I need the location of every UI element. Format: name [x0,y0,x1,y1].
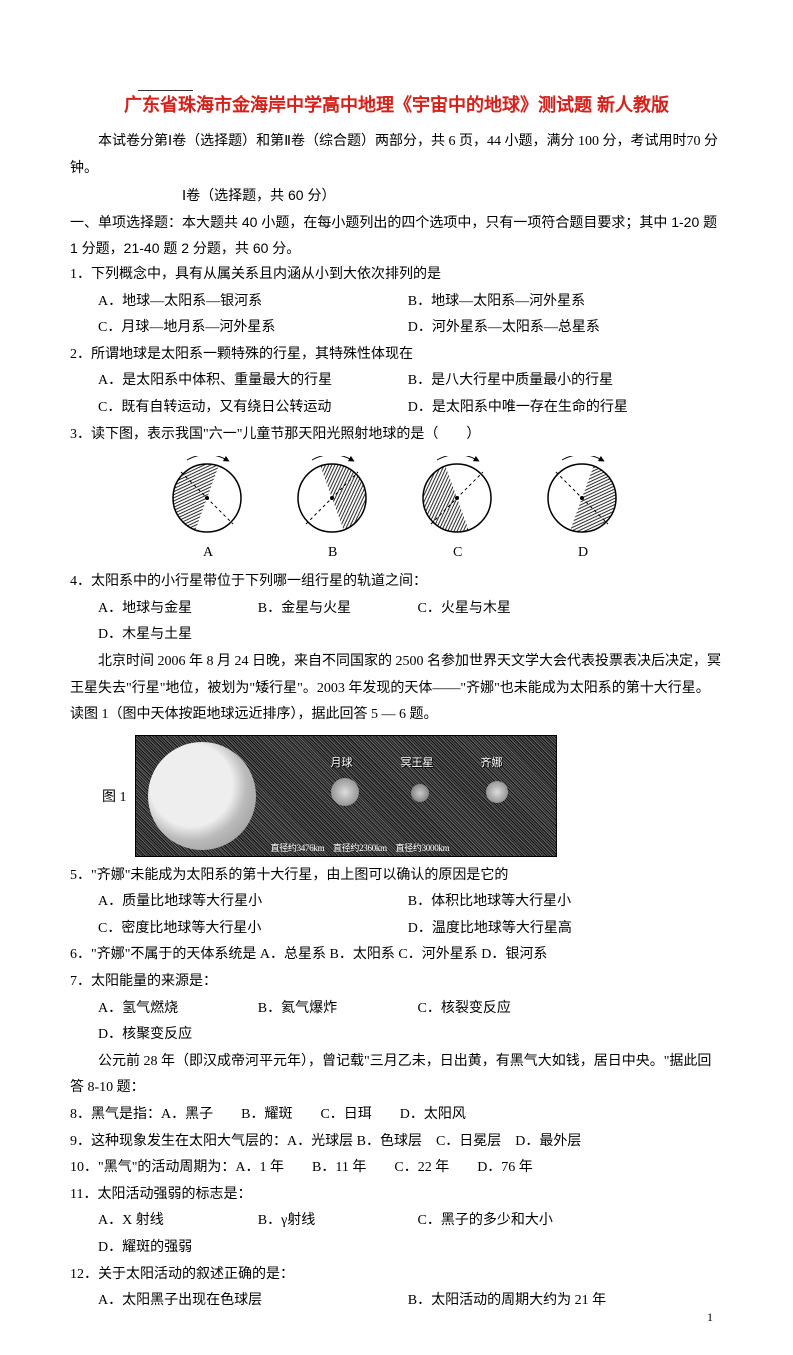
q7-opt-b: B．氦气爆炸 [258,996,414,1023]
q1-opt-a: A．地球—太阳系—银河系 [98,289,404,316]
svg-text:B: B [328,545,337,556]
q11-opt-c: C．黑子的多少和大小 [418,1208,574,1235]
q6-stem: 6．"齐娜"不属于的天体系统是 A．总星系 B．太阳系 C．河外星系 D．银河系 [70,942,723,969]
figure1-l3: 齐娜 [481,754,503,770]
q12-stem: 12．关于太阳活动的叙述正确的是： [70,1262,723,1289]
q5-options: A．质量比地球等大行星小 B．体积比地球等大行星小 C．密度比地球等大行星小 D… [70,889,723,942]
q3-stem: 3．读下图，表示我国"六一"儿童节那天阳光照射地球的是（ ） [70,422,723,449]
figure1-l1: 月球 [331,754,353,770]
figure1-image: 月球 冥王星 齐娜 直径约3476km 直径约2360km 直径约3000km [135,735,557,857]
q1-options: A．地球—太阳系—银河系 B．地球—太阳系—河外星系 C．月球—地月系—河外星系… [70,289,723,342]
q5-opt-c: C．密度比地球等大行星小 [98,916,404,943]
figure1-bottom-text: 直径约3476km 直径约2360km 直径约3000km [271,841,450,854]
q12-opt-b: B．太阳活动的周期大约为 21 年 [408,1288,714,1315]
figure1-l2: 冥王星 [401,754,434,770]
q2-opt-d: D．是太阳系中唯一存在生命的行星 [408,395,714,422]
svg-text:D: D [578,545,588,556]
q2-opt-a: A．是太阳系中体积、重量最大的行星 [98,368,404,395]
q2-options: A．是太阳系中体积、重量最大的行星 B．是八大行星中质量最小的行星 C．既有自转… [70,368,723,421]
q9-stem: 9．这种现象发生在太阳大气层的：A．光球层 B．色球层 C．日冕层 D．最外层 [70,1129,723,1156]
q8-stem: 8．黑气是指：A．黑子 B．耀斑 C．日珥 D．太阳风 [70,1102,723,1129]
q1-opt-d: D．河外星系—太阳系—总星系 [408,315,714,342]
q1-stem: 1．下列概念中，具有从属关系且内涵从小到大依次排列的是 [70,262,723,289]
q5-stem: 5．"齐娜"未能成为太阳系的第十大行星，由上图可以确认的原因是它的 [70,863,723,890]
exam-intro: 本试卷分第Ⅰ卷（选择题）和第Ⅱ卷（综合题）两部分，共 6 页，44 小题，满分 … [70,129,723,182]
q4-options: A．地球与金星 B．金星与火星 C．火星与木星 D．木星与土星 [70,596,723,649]
q4-opt-c: C．火星与木星 [418,596,574,623]
q7-stem: 7．太阳能量的来源是： [70,969,723,996]
q5-opt-a: A．质量比地球等大行星小 [98,889,404,916]
q11-options: A．X 射线 B．γ射线 C．黑子的多少和大小 D．耀斑的强弱 [70,1208,723,1261]
q2-opt-c: C．既有自转运动，又有绕日公转运动 [98,395,404,422]
q7-opt-a: A．氢气燃烧 [98,996,254,1023]
q12-opt-a: A．太阳黑子出现在色球层 [98,1288,404,1315]
q5-opt-b: B．体积比地球等大行星小 [408,889,714,916]
q2-stem: 2．所谓地球是太阳系一颗特殊的行星，其特殊性体现在 [70,342,723,369]
q7-opt-c: C．核裂变反应 [418,996,574,1023]
q11-opt-a: A．X 射线 [98,1208,254,1235]
q4-opt-d: D．木星与土星 [98,622,254,649]
section1-heading: Ⅰ卷（选择题，共 60 分） [70,182,723,209]
q3-diagram: A B C [147,456,647,556]
page-number: 1 [707,1310,713,1325]
context-5-6: 北京时间 2006 年 8 月 24 日晚，来自不同国家的 2500 名参加世界… [70,649,723,729]
figure1-container: 图 1 月球 冥王星 齐娜 直径约3476km 直径约2360km 直径约300… [102,735,723,857]
instruction-text: 一、单项选择题：本大题共 40 小题，在每小题列出的四个选项中，只有一项符合题目… [70,209,723,262]
q3-diagram-row: A B C [70,456,723,561]
q11-opt-b: B．γ射线 [258,1208,414,1235]
svg-text:C: C [453,545,462,556]
q7-opt-d: D．核聚变反应 [98,1022,254,1049]
q11-stem: 11．太阳活动强弱的标志是： [70,1182,723,1209]
figure1-label: 图 1 [102,786,127,806]
svg-text:A: A [203,545,214,556]
q5-opt-d: D．温度比地球等大行星高 [408,916,714,943]
q2-opt-b: B．是八大行星中质量最小的行星 [408,368,714,395]
exam-title: 广东省珠海市金海岸中学高中地理《宇宙中的地球》测试题 新人教版 [70,91,723,117]
q1-opt-c: C．月球—地月系—河外星系 [98,315,404,342]
figure1-moon [148,742,256,850]
q4-opt-b: B．金星与火星 [258,596,414,623]
context-8-10: 公元前 28 年（即汉成帝河平元年），曾记载"三月乙未，日出黄，有黑气大如钱，居… [70,1049,723,1102]
q11-opt-d: D．耀斑的强弱 [98,1235,254,1262]
q4-stem: 4．太阳系中的小行星带位于下列哪一组行星的轨道之间： [70,569,723,596]
q12-options: A．太阳黑子出现在色球层 B．太阳活动的周期大约为 21 年 [70,1288,723,1315]
q4-opt-a: A．地球与金星 [98,596,254,623]
q7-options: A．氢气燃烧 B．氦气爆炸 C．核裂变反应 D．核聚变反应 [70,996,723,1049]
q10-stem: 10．"黑气"的活动周期为：A．1 年 B．11 年 C．22 年 D．76 年 [70,1155,723,1182]
q1-opt-b: B．地球—太阳系—河外星系 [408,289,714,316]
exam-page: 广东省珠海市金海岸中学高中地理《宇宙中的地球》测试题 新人教版 本试卷分第Ⅰ卷（… [0,0,793,1355]
